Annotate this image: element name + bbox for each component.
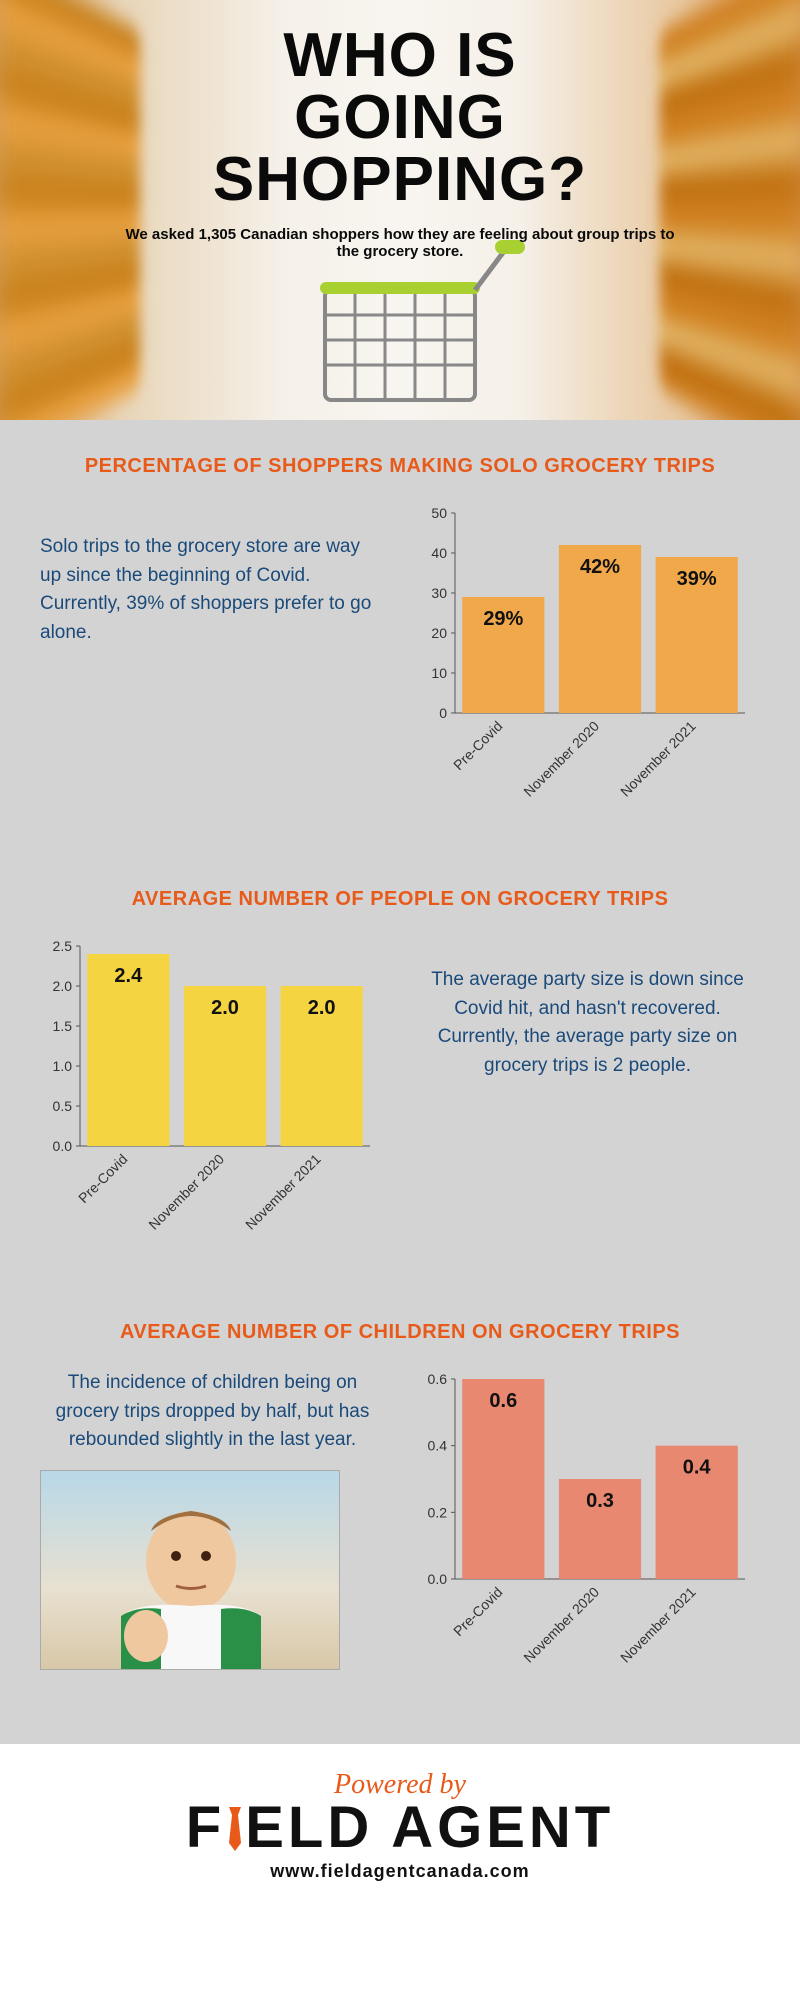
brand-text: ELD AGENT bbox=[245, 1795, 614, 1860]
svg-text:Pre-Covid: Pre-Covid bbox=[450, 718, 505, 773]
svg-text:2.4: 2.4 bbox=[114, 965, 143, 987]
title-line: SHOPPING? bbox=[213, 145, 587, 214]
children-chart: 0.0 0.2 0.4 0.6 0.6 Pre-Covid 0.3 November 2020… bbox=[415, 1369, 760, 1694]
svg-text:0.6: 0.6 bbox=[489, 1390, 517, 1412]
svg-text:November 2021: November 2021 bbox=[242, 1151, 324, 1233]
section-row: 0.0 0.5 1.0 1.5 2.0 2.5 2.4 Pre-Covid 2.0 Novembe… bbox=[40, 936, 760, 1261]
title-line: WHO IS bbox=[283, 21, 516, 90]
section-title: AVERAGE NUMBER OF CHILDREN ON GROCERY TR… bbox=[40, 1321, 760, 1344]
svg-text:2.0: 2.0 bbox=[308, 997, 336, 1019]
svg-text:2.5: 2.5 bbox=[53, 938, 73, 954]
svg-text:November 2020: November 2020 bbox=[145, 1151, 227, 1233]
page-title: WHO IS GOING SHOPPING? bbox=[213, 25, 587, 211]
svg-text:39%: 39% bbox=[677, 568, 717, 590]
svg-text:20: 20 bbox=[431, 625, 447, 641]
svg-text:November 2021: November 2021 bbox=[617, 718, 699, 800]
content-body: PERCENTAGE OF SHOPPERS MAKING SOLO GROCE… bbox=[0, 420, 800, 1744]
svg-text:0.0: 0.0 bbox=[428, 1571, 448, 1587]
solo-trips-chart: 0 10 20 30 40 50 29% Pre-Covid 42% November 2020 3… bbox=[415, 503, 760, 828]
svg-text:0.6: 0.6 bbox=[428, 1371, 448, 1387]
section-title: AVERAGE NUMBER OF PEOPLE ON GROCERY TRIP… bbox=[40, 888, 760, 911]
svg-text:0: 0 bbox=[439, 705, 447, 721]
svg-text:2.0: 2.0 bbox=[211, 997, 239, 1019]
brand-logo: FELD AGENT bbox=[0, 1799, 800, 1857]
svg-text:0.5: 0.5 bbox=[53, 1098, 73, 1114]
section-description: Solo trips to the grocery store are way … bbox=[40, 503, 385, 647]
title-line: GOING bbox=[294, 83, 506, 152]
footer: Powered by FELD AGENT www.fieldagentcana… bbox=[0, 1744, 800, 1912]
svg-text:42%: 42% bbox=[580, 556, 620, 578]
svg-text:2.0: 2.0 bbox=[53, 978, 73, 994]
svg-text:Pre-Covid: Pre-Covid bbox=[450, 1584, 505, 1639]
svg-text:0.3: 0.3 bbox=[586, 1490, 614, 1512]
svg-text:Pre-Covid: Pre-Covid bbox=[75, 1151, 130, 1206]
svg-text:0.4: 0.4 bbox=[683, 1457, 712, 1479]
section-row: Solo trips to the grocery store are way … bbox=[40, 503, 760, 828]
svg-text:29%: 29% bbox=[483, 608, 523, 630]
svg-text:10: 10 bbox=[431, 665, 447, 681]
footer-url: www.fieldagentcanada.com bbox=[0, 1861, 800, 1882]
section-description: The incidence of children being on groce… bbox=[40, 1369, 385, 1455]
hero-banner: WHO IS GOING SHOPPING? We asked 1,305 Ca… bbox=[0, 0, 800, 420]
child-photo bbox=[40, 1470, 340, 1670]
svg-text:0.4: 0.4 bbox=[428, 1438, 448, 1454]
svg-text:40: 40 bbox=[431, 545, 447, 561]
svg-text:50: 50 bbox=[431, 505, 447, 521]
section-description: The average party size is down since Cov… bbox=[415, 936, 760, 1080]
svg-text:0.0: 0.0 bbox=[53, 1138, 73, 1154]
svg-text:November 2021: November 2021 bbox=[617, 1584, 699, 1666]
party-size-chart: 0.0 0.5 1.0 1.5 2.0 2.5 2.4 Pre-Covid 2.0 Novembe… bbox=[40, 936, 385, 1261]
tie-icon bbox=[225, 1799, 245, 1857]
svg-text:November 2020: November 2020 bbox=[520, 718, 602, 800]
svg-text:1.5: 1.5 bbox=[53, 1018, 73, 1034]
svg-text:30: 30 bbox=[431, 585, 447, 601]
hero-subtitle: We asked 1,305 Canadian shoppers how the… bbox=[120, 226, 680, 260]
section-title: PERCENTAGE OF SHOPPERS MAKING SOLO GROCE… bbox=[40, 455, 760, 478]
brand-text: F bbox=[186, 1795, 225, 1860]
section-row: The incidence of children being on groce… bbox=[40, 1369, 760, 1694]
svg-text:0.2: 0.2 bbox=[428, 1504, 448, 1520]
svg-text:1.0: 1.0 bbox=[53, 1058, 73, 1074]
svg-text:November 2020: November 2020 bbox=[520, 1584, 602, 1666]
